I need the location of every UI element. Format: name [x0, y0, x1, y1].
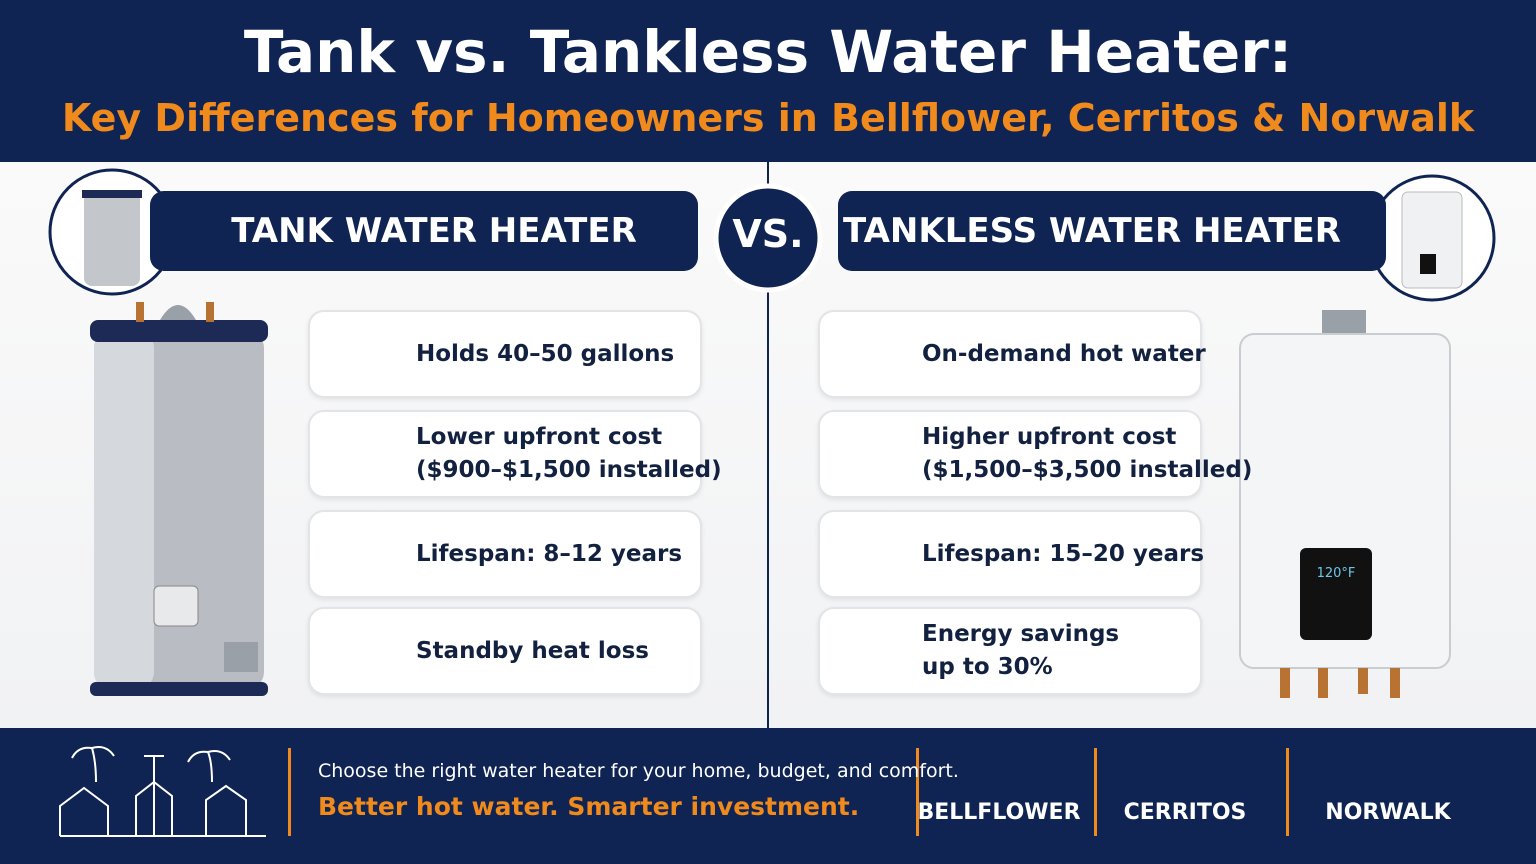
- feature-text: On-demand hot water: [922, 340, 1206, 367]
- feature-card: [818, 310, 1202, 398]
- feature-text: Lifespan: 8–12 years: [416, 540, 683, 567]
- feature-card: [818, 410, 1202, 498]
- tank-heading: TANK WATER HEATER: [150, 191, 698, 271]
- feature-text: Holds 40–50 gallons: [416, 340, 675, 367]
- slogan: Better hot water. Smarter investment.: [318, 792, 860, 821]
- vs-label: VS.: [732, 212, 804, 256]
- feature-card: [308, 607, 702, 695]
- city: CERRITOS: [1123, 800, 1247, 825]
- separator: [1094, 748, 1097, 836]
- tagline: Choose the right water heater for your h…: [318, 760, 959, 782]
- display-reading: 120°F: [1316, 566, 1356, 581]
- feature-card: [818, 607, 1202, 695]
- feature-card: [818, 510, 1202, 598]
- title: Tank vs. Tankless Water Heater:: [243, 18, 1293, 86]
- town-icon: [59, 746, 266, 837]
- header: [0, 0, 1536, 162]
- feature-text: Lower upfront cost: [416, 424, 663, 450]
- feature-text: ($900–$1,500 installed): [416, 457, 722, 483]
- city: NORWALK: [1325, 800, 1451, 825]
- footer: [0, 728, 1536, 864]
- feature-card: [308, 510, 702, 598]
- separator: [288, 748, 291, 836]
- tankless-heading: TANKLESS WATER HEATER: [838, 191, 1386, 271]
- feature-card: [308, 410, 702, 498]
- city: BELLFLOWER: [917, 800, 1081, 825]
- feature-text: Higher upfront cost: [922, 424, 1177, 450]
- feature-text: up to 30%: [922, 654, 1053, 680]
- feature-card: [308, 310, 702, 398]
- feature-text: ($1,500–$3,500 installed): [922, 457, 1253, 483]
- separator: [1286, 748, 1289, 836]
- feature-text: Energy savings: [922, 621, 1120, 647]
- separator: [916, 748, 919, 836]
- feature-text: Lifespan: 15–20 years: [922, 540, 1205, 567]
- subtitle: Key Differences for Homeowners in Bellfl…: [61, 96, 1475, 140]
- feature-text: Standby heat loss: [416, 637, 649, 664]
